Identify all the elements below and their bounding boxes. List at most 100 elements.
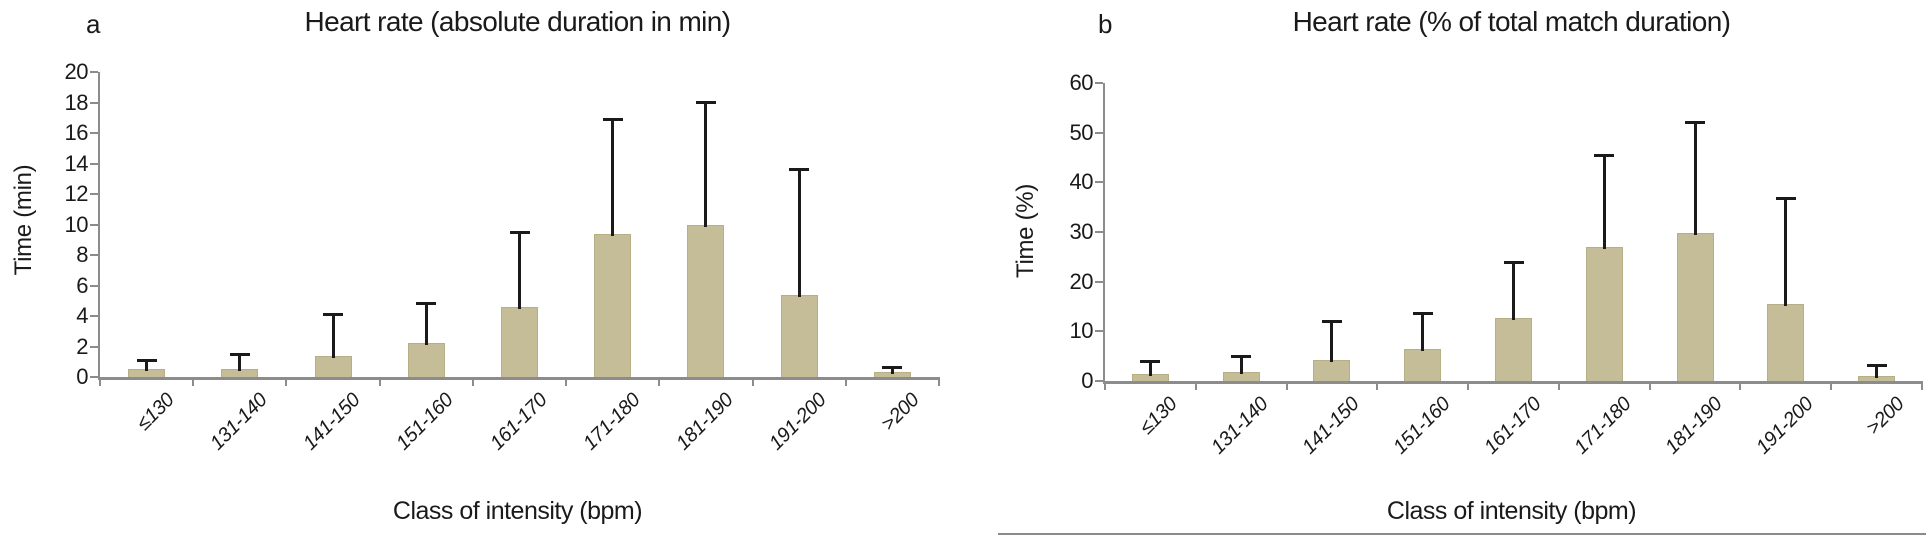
x-axis-tick <box>1467 381 1470 390</box>
x-axis-tick <box>1739 381 1742 390</box>
x-axis-tick <box>658 377 661 386</box>
y-tick-label: 0 <box>1081 368 1093 393</box>
bar <box>780 294 818 377</box>
chart-b-y-axis-title: Time (%) <box>1012 183 1039 279</box>
x-tick-label: 151-160 <box>392 389 458 455</box>
panel-label-a: a <box>86 9 101 39</box>
y-axis-tick <box>90 223 98 226</box>
bar <box>1404 348 1442 381</box>
x-axis-tick <box>192 377 195 386</box>
error-cap <box>416 302 437 306</box>
y-axis-tick <box>90 193 98 195</box>
error-cap <box>695 100 716 104</box>
y-tick-label: 30 <box>1069 219 1094 244</box>
error-whisker <box>797 168 801 297</box>
y-tick-label: 4 <box>76 303 88 328</box>
error-whisker <box>611 117 615 236</box>
x-axis-tick <box>1285 381 1288 390</box>
y-tick-label: 0 <box>76 364 88 389</box>
y-tick-label: 10 <box>1069 318 1094 344</box>
error-whisker <box>424 302 428 346</box>
x-tick-label: 191-200 <box>1751 393 1818 459</box>
y-axis-tick <box>1095 181 1103 184</box>
y-tick-label: 20 <box>64 59 89 84</box>
error-whisker <box>1693 121 1697 235</box>
bar <box>1767 304 1805 381</box>
x-tick-label: >200 <box>1861 393 1909 440</box>
x-tick-label: 141-150 <box>299 389 365 455</box>
y-tick-label: 2 <box>76 333 88 359</box>
error-cap <box>1685 121 1706 125</box>
error-whisker <box>1239 355 1243 375</box>
bar <box>1495 317 1532 381</box>
error-whisker <box>331 312 335 358</box>
bar <box>1313 360 1351 381</box>
x-axis-tick <box>938 377 940 386</box>
y-axis-tick <box>90 345 98 348</box>
y-axis-tick <box>90 101 98 104</box>
x-tick-label: 161-170 <box>485 389 552 455</box>
y-axis-tick <box>1095 280 1103 283</box>
y-tick-label: 8 <box>76 242 88 267</box>
x-axis-tick <box>1376 381 1379 390</box>
y-axis-tick <box>90 132 98 134</box>
y-axis-tick <box>1095 82 1103 84</box>
y-axis-tick <box>90 315 98 317</box>
error-cap <box>509 230 530 234</box>
error-whisker <box>1421 312 1425 351</box>
y-axis-tick <box>1095 380 1103 382</box>
y-tick-label: 18 <box>64 89 89 115</box>
x-tick-label: 171-180 <box>1570 393 1636 459</box>
error-cap <box>1503 260 1524 264</box>
error-cap <box>136 358 157 362</box>
error-cap <box>1321 320 1342 324</box>
x-axis-tick <box>1648 381 1651 390</box>
x-tick-label: ≤130 <box>1136 393 1182 439</box>
y-tick-label: 20 <box>1069 268 1094 294</box>
y-axis-tick <box>90 284 98 287</box>
error-cap <box>1412 312 1433 316</box>
y-tick-label: 50 <box>1069 119 1094 145</box>
y-tick-label: 14 <box>64 150 89 176</box>
error-whisker <box>238 352 242 372</box>
y-tick-label: 10 <box>64 211 89 237</box>
error-whisker <box>1784 197 1788 307</box>
error-whisker <box>1602 153 1606 249</box>
y-tick-label: 6 <box>76 272 88 298</box>
y-axis-tick <box>90 254 98 256</box>
x-tick-label: 191-200 <box>765 389 831 455</box>
error-whisker <box>1512 260 1515 320</box>
x-axis-tick <box>471 377 474 386</box>
error-whisker <box>1148 359 1152 376</box>
chart-a-title: Heart rate (absolute duration in min) <box>304 6 731 37</box>
x-axis-tick <box>1194 381 1197 390</box>
y-axis-tick <box>1095 131 1103 134</box>
x-axis-tick <box>565 377 568 386</box>
x-axis-tick <box>1104 381 1106 390</box>
chart-a-plot-area: 0 2 4 6 8 10 12 14 16 18 20 ≤130 131-140 141-150 151-1… <box>65 59 940 454</box>
bar <box>1585 246 1623 381</box>
x-tick-label: ≤130 <box>132 389 179 435</box>
chart-a-y-axis-title: Time (min) <box>10 164 37 276</box>
x-axis-tick <box>1830 381 1833 390</box>
x-tick-label: 151-160 <box>1388 393 1455 459</box>
error-whisker <box>145 358 149 372</box>
error-whisker <box>1875 363 1879 379</box>
x-axis-tick <box>378 377 381 386</box>
error-cap <box>1231 355 1252 359</box>
y-axis-tick <box>1095 330 1103 333</box>
chart-b-plot-area: 0 10 20 30 40 50 60 ≤130 131-140 141-150 151-160 16… <box>1070 70 1923 458</box>
panel-label-b: b <box>1098 9 1113 39</box>
y-axis-tick <box>90 376 98 378</box>
error-cap <box>882 366 903 370</box>
chart-a-absolute-duration: a Heart rate (absolute duration in min) … <box>10 6 940 525</box>
x-tick-label: 131-140 <box>1207 393 1273 459</box>
bar <box>1676 233 1714 381</box>
error-whisker <box>1330 320 1334 363</box>
bar <box>407 343 445 377</box>
error-whisker <box>518 230 521 309</box>
x-tick-label: 171-180 <box>578 389 645 455</box>
chart-b-x-axis-title: Class of intensity (bpm) <box>1386 497 1637 525</box>
bar <box>314 355 352 377</box>
